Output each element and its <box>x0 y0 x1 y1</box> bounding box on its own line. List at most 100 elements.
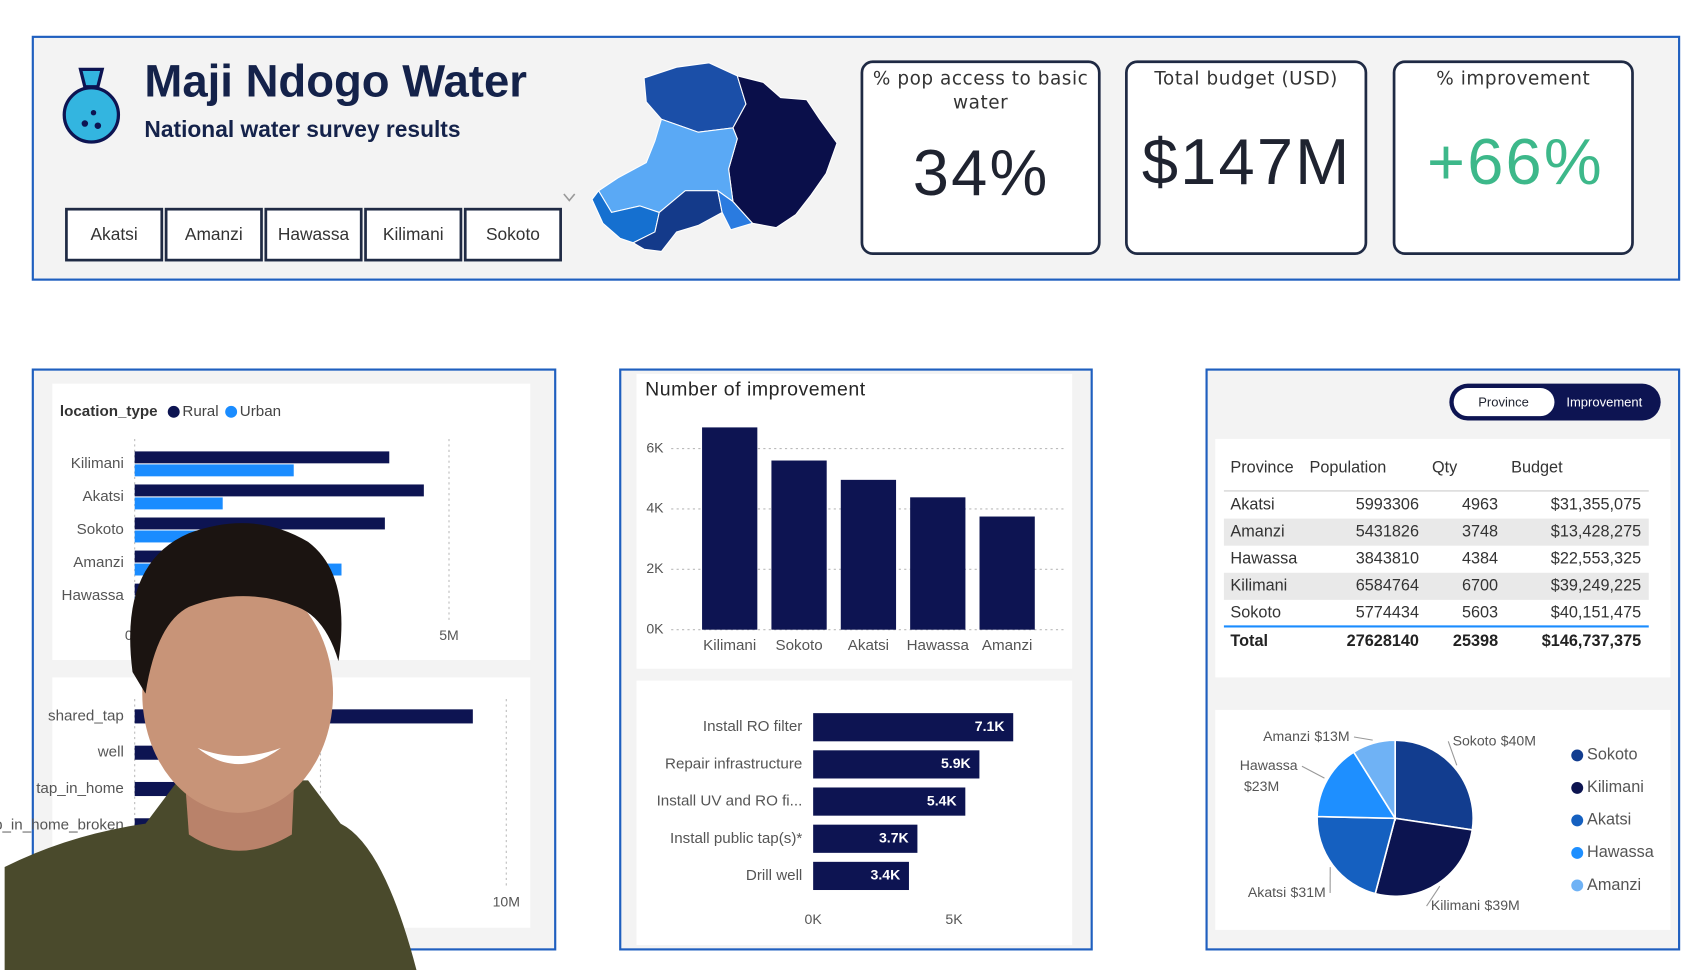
value-label: 7.1K <box>975 718 1006 734</box>
slicer-label[interactable]: Amanzi <box>185 224 243 244</box>
province-map <box>591 62 838 253</box>
province-slicer: Akatsi Amanzi Hawassa Kilimani Sokoto <box>65 193 576 262</box>
table-total-cell: Total <box>1230 632 1268 650</box>
leader-line <box>1426 885 1441 907</box>
legend-marker <box>167 405 180 418</box>
table-cell: Akatsi <box>1230 495 1274 513</box>
table-cell: $22,553,325 <box>1551 550 1641 568</box>
table-cell: $13,428,275 <box>1551 522 1641 540</box>
x-tick-label: Akatsi <box>848 637 889 654</box>
kpi-label-box: Total budget (USD) <box>1154 68 1337 90</box>
slicer-label[interactable]: Kilimani <box>383 224 444 244</box>
table-header: Budget <box>1511 458 1563 476</box>
table-cell: Sokoto <box>1230 604 1281 622</box>
legend-label: Kilimani <box>1587 778 1644 796</box>
bar <box>134 464 294 477</box>
pie-slice <box>1316 751 1397 820</box>
slicer-button[interactable] <box>264 207 363 262</box>
category-label: shared_tap <box>48 707 124 724</box>
kpi-cards: % pop access to basic water 34% Total bu… <box>860 60 1634 255</box>
data-label: Kilimani $39M <box>1431 897 1520 913</box>
category-label: Install UV and RO fi... <box>657 793 803 810</box>
dropdown-chevron[interactable] <box>563 193 576 202</box>
data-label-category: Akatsi <box>1248 884 1286 900</box>
data-label-category: Amanzi <box>1263 728 1310 744</box>
kpi-value: $147M <box>1142 125 1352 198</box>
kpi-label-box: % improvement <box>1436 68 1590 90</box>
bar <box>702 427 758 630</box>
data-label: Amanzi $13M <box>1263 728 1350 744</box>
data-label-value: $23M <box>1244 778 1279 794</box>
x-tick-label: 0K <box>805 911 823 927</box>
bar <box>813 750 980 779</box>
kpi-card <box>1125 60 1368 255</box>
slicer-label[interactable]: Sokoto <box>486 224 540 244</box>
legend-marker <box>1571 749 1584 762</box>
table-header: Province <box>1230 458 1293 476</box>
table-total-cell: 25398 <box>1453 632 1498 650</box>
legend-marker <box>1571 879 1584 892</box>
legend-label: Urban <box>240 403 281 420</box>
kpi-label-box: % pop access to basic water <box>872 68 1089 114</box>
category-label: Drill well <box>746 867 802 884</box>
table-row-stripe <box>1223 572 1649 600</box>
legend-label: Sokoto <box>1587 746 1638 764</box>
data-label-value: $40M <box>1501 732 1536 748</box>
table-total-cell: 27628140 <box>1347 632 1419 650</box>
dashboard-title: Maji Ndogo Water <box>144 56 527 107</box>
value-label: 5.4K <box>927 792 958 808</box>
y-tick-label: 0K <box>646 620 664 636</box>
data-label-value: $31M <box>1291 884 1326 900</box>
toggle-selected[interactable] <box>1453 388 1555 417</box>
toggle-option[interactable]: Improvement <box>1566 395 1642 410</box>
bar <box>134 497 223 510</box>
kpi-label: % pop access to basic water <box>872 68 1089 114</box>
bar <box>813 787 966 816</box>
category-label: tap_in_home <box>36 780 124 797</box>
table-cell: 5774434 <box>1356 604 1419 622</box>
table-cell: $31,355,075 <box>1551 495 1641 513</box>
category-label: Akatsi <box>83 488 124 505</box>
category-label: Kilimani <box>71 455 124 472</box>
toggle-option[interactable]: Province <box>1478 395 1529 410</box>
x-tick-label: Kilimani <box>703 637 756 654</box>
table-row-stripe <box>1223 518 1649 546</box>
data-label-value: $39M <box>1485 897 1520 913</box>
table-cell: 4384 <box>1462 550 1498 568</box>
x-tick-label: 10M <box>493 894 520 910</box>
table-cell: 5993306 <box>1356 495 1419 513</box>
legend-title: location_type <box>60 403 158 420</box>
bar <box>813 824 918 853</box>
table-cell: 5431826 <box>1356 522 1419 540</box>
value-label: 5.9K <box>941 755 972 771</box>
y-tick-label: 6K <box>646 439 664 455</box>
x-tick-label: Sokoto <box>775 637 822 654</box>
slicer-button[interactable] <box>164 207 263 262</box>
bar <box>813 713 1014 742</box>
slicer-button[interactable] <box>463 207 562 262</box>
view-toggle[interactable]: Province Improvement <box>1449 383 1661 421</box>
bar <box>979 516 1035 630</box>
dashboard-subtitle: National water survey results <box>144 116 460 142</box>
table-total-cell: $146,737,375 <box>1542 632 1641 650</box>
card <box>1215 438 1671 678</box>
pie-slice <box>1352 739 1396 822</box>
table-cell: 4963 <box>1462 495 1498 513</box>
slicer-button[interactable] <box>65 207 164 262</box>
slicer-label[interactable]: Hawassa <box>278 224 350 244</box>
category-label: tap_in_home_broken <box>0 816 124 833</box>
x-tick-label: 5K <box>945 911 963 927</box>
category-label: well <box>97 744 124 761</box>
slicer-label[interactable]: Akatsi <box>91 224 138 244</box>
data-label-category: Sokoto <box>1453 732 1497 748</box>
pie-slice <box>1374 817 1474 898</box>
value-label: 3.4K <box>871 867 902 883</box>
legend-marker <box>1571 814 1584 827</box>
table-header: Qty <box>1432 458 1458 476</box>
slicer-button[interactable] <box>364 207 463 262</box>
bar <box>910 497 966 630</box>
bar <box>134 451 390 464</box>
data-label: Sokoto $40M <box>1453 732 1536 748</box>
table-header: Population <box>1310 458 1387 476</box>
